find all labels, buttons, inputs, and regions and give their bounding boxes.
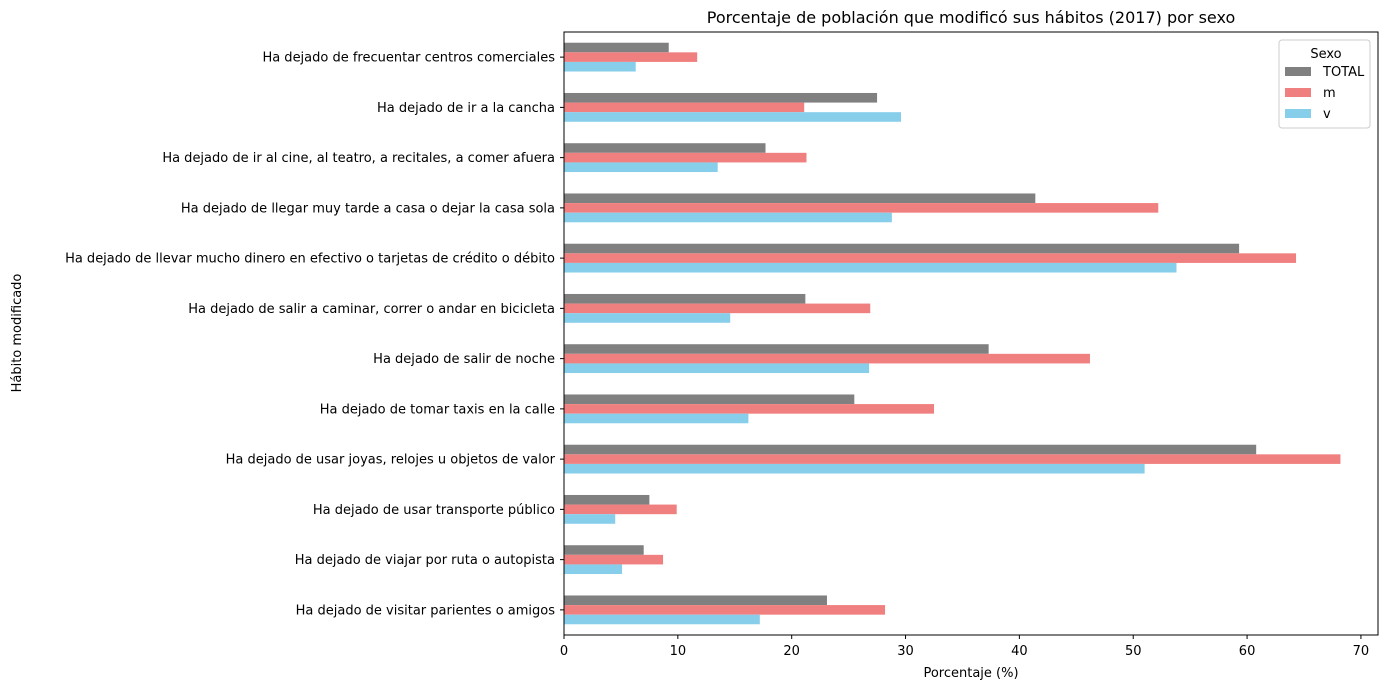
legend-label-total: TOTAL: [1322, 65, 1365, 80]
y-tick-label: Ha dejado de visitar parientes o amigos: [296, 603, 556, 618]
x-tick-label: 50: [1125, 644, 1142, 659]
bar-m-3: [564, 152, 807, 163]
bar-total-4: [564, 193, 1036, 204]
bar-m-9: [564, 454, 1341, 464]
bar-v-11: [564, 564, 623, 575]
bar-v-3: [564, 162, 718, 173]
bar-total-10: [564, 494, 650, 505]
legend-label-m: m: [1323, 86, 1336, 101]
legend-swatch-total: [1285, 67, 1311, 76]
bar-total-5: [564, 243, 1240, 254]
bar-total-6: [564, 293, 806, 304]
x-tick-label: 70: [1353, 644, 1370, 659]
bar-v-4: [564, 212, 892, 223]
bar-v-8: [564, 413, 749, 424]
plot-frame: [563, 31, 1379, 636]
legend-box: [1278, 39, 1371, 129]
legend-label-v: v: [1323, 107, 1331, 122]
y-tick-label: Ha dejado de ir a la cancha: [377, 101, 555, 116]
x-tick-label: 60: [1239, 644, 1256, 659]
x-tick-labels: 0 10 20 30 40 50 60 70: [560, 635, 1369, 659]
bar-v-7: [564, 363, 870, 374]
y-tick-label: Ha dejado de usar joyas, relojes u objet…: [226, 453, 556, 468]
bar-v-5: [564, 262, 1177, 273]
bar-m-4: [564, 203, 1159, 213]
bar-m-6: [564, 303, 871, 314]
chart-title: Porcentaje de población que modificó sus…: [707, 8, 1235, 27]
bar-total-12: [564, 595, 827, 606]
y-tick-label: Ha dejado de tomar taxis en la calle: [320, 402, 555, 417]
bar-total-7: [564, 344, 989, 354]
legend-items: TOTAL mv: [1285, 65, 1365, 122]
legend-swatch-m: [1285, 88, 1311, 97]
bar-m-12: [564, 605, 886, 615]
bar-m-7: [564, 353, 1090, 364]
bar-v-2: [564, 112, 901, 122]
bar-total-9: [564, 444, 1257, 455]
bar-v-9: [564, 463, 1145, 474]
y-tick-labels: Ha dejado de frecuentar centros comercia…: [65, 51, 564, 618]
bar-total-3: [564, 143, 766, 153]
bar-total-11: [564, 545, 644, 555]
y-tick-label: Ha dejado de viajar por ruta o autopista: [295, 553, 555, 568]
bar-total-2: [564, 92, 878, 103]
bar-m-10: [564, 504, 677, 515]
bar-m-5: [564, 253, 1297, 263]
legend-title: Sexo: [1310, 47, 1341, 62]
y-tick-label: Ha dejado de usar transporte público: [313, 503, 555, 518]
y-tick-label: Ha dejado de salir a caminar, correr o a…: [188, 302, 555, 317]
bar-total-1: [564, 42, 669, 53]
bar-v-10: [564, 514, 616, 524]
bar-m-2: [564, 102, 805, 113]
y-tick-label: Ha dejado de llegar muy tarde a casa o d…: [181, 201, 555, 216]
bar-v-6: [564, 313, 731, 323]
bar-m-8: [564, 404, 934, 414]
bar-m-1: [564, 52, 698, 62]
y-tick-label: Ha dejado de ir al cine, al teatro, a re…: [162, 151, 555, 166]
bar-v-1: [564, 61, 636, 72]
x-tick-label: 20: [783, 644, 800, 659]
y-tick-label: Ha dejado de frecuentar centros comercia…: [262, 51, 555, 66]
legend-swatch-v: [1285, 109, 1311, 118]
legend: Sexo TOTAL mv: [1278, 39, 1371, 129]
y-axis-label: Hábito modificado: [10, 274, 25, 393]
bar-m-11: [564, 554, 664, 565]
x-tick-label: 10: [670, 644, 687, 659]
y-tick-label: Ha dejado de llevar mucho dinero en efec…: [65, 252, 555, 267]
bar-v-12: [564, 614, 760, 625]
y-tick-label: Ha dejado de salir de noche: [373, 352, 555, 367]
x-axis-label: Porcentaje (%): [923, 666, 1018, 681]
x-tick-label: 40: [1011, 644, 1028, 659]
x-tick-label: 30: [897, 644, 914, 659]
x-tick-label: 0: [560, 644, 568, 659]
bar-total-8: [564, 394, 855, 405]
bars-layer: [564, 42, 1341, 625]
